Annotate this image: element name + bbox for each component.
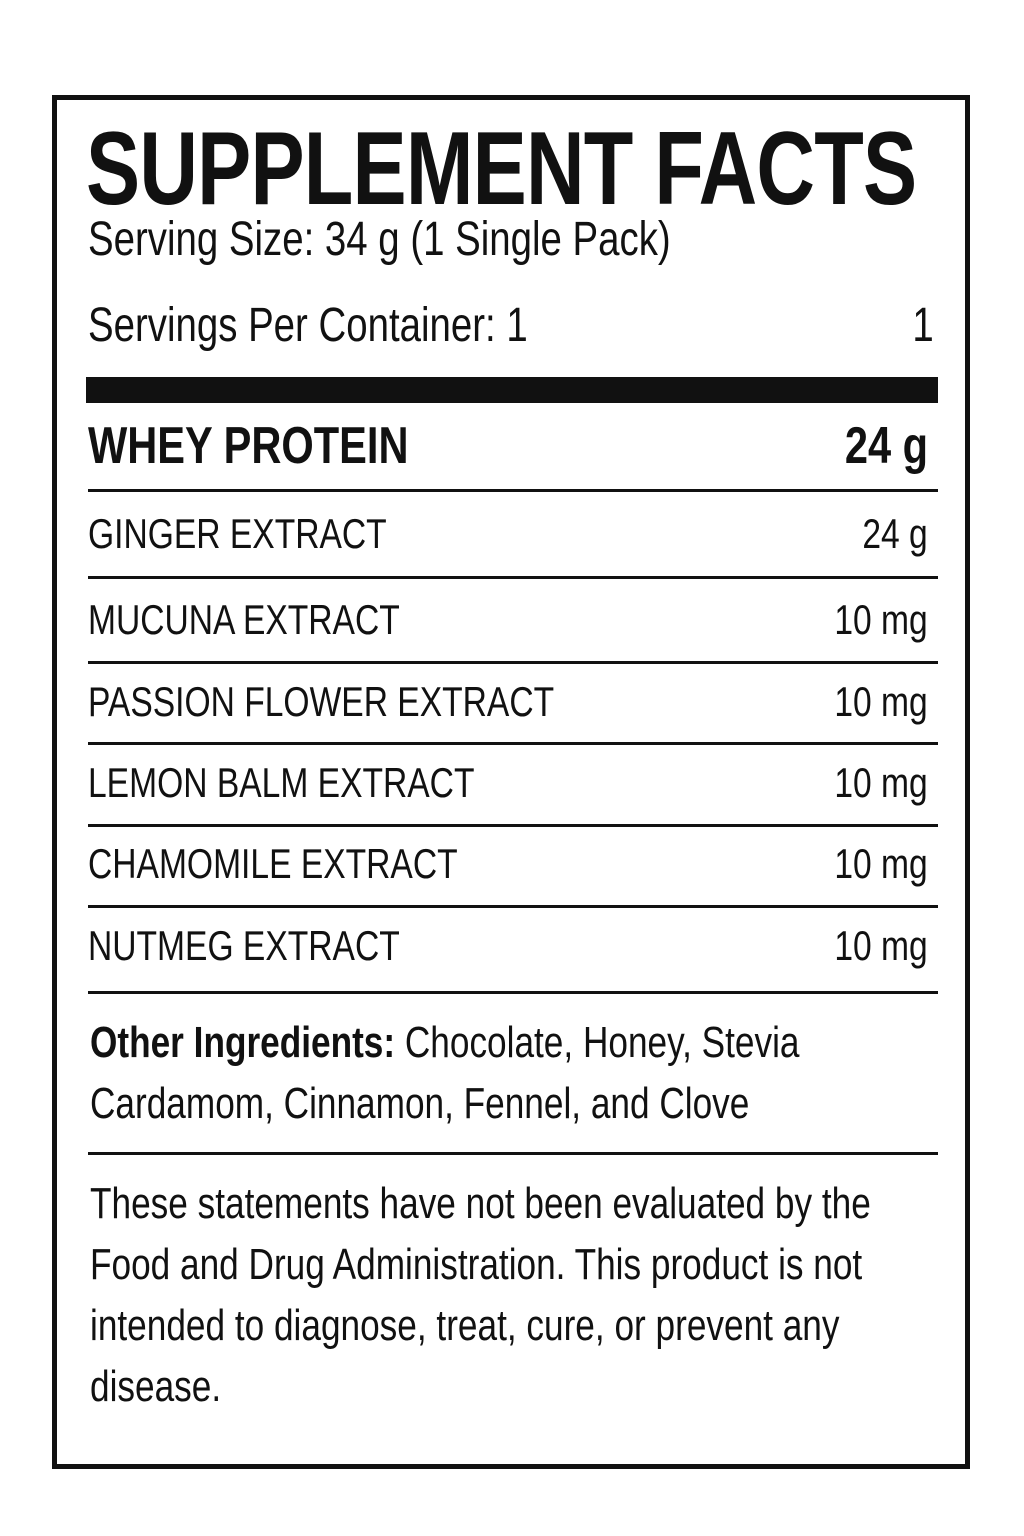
ingredient-name: WHEY PROTEIN [88, 417, 409, 475]
row-divider [88, 824, 938, 827]
ingredient-amount: 10 mg [834, 840, 928, 887]
row-divider [88, 905, 938, 908]
row-divider [88, 576, 938, 579]
ingredient-name: PASSION FLOWER EXTRACT [88, 678, 555, 725]
label-title: SUPPLEMENT FACTS [86, 111, 917, 227]
ingredient-name: CHAMOMILE EXTRACT [88, 840, 458, 887]
ingredient-amount: 10 mg [834, 596, 928, 643]
row-divider [88, 661, 938, 664]
other-ingredients: Other Ingredients: Chocolate, Honey, Ste… [90, 1012, 962, 1134]
row-divider [88, 991, 938, 994]
ingredient-name: NUTMEG EXTRACT [88, 922, 400, 969]
ingredient-amount: 24 g [862, 510, 928, 557]
other-ingredients-label: Other Ingredients: [90, 1018, 396, 1067]
servings-per-container-value: 1 [912, 299, 934, 352]
row-divider [88, 1152, 938, 1155]
fda-disclaimer: These statements have not been evaluated… [90, 1179, 871, 1411]
ingredient-amount: 24 g [844, 417, 928, 475]
ingredient-amount: 10 mg [834, 759, 928, 806]
ingredient-name: GINGER EXTRACT [88, 510, 387, 557]
ingredient-amount: 10 mg [834, 678, 928, 725]
row-divider [88, 489, 938, 492]
row-divider [88, 742, 938, 745]
other-ingredients-text: Chocolate, Honey, Stevia Cardamom, Cinna… [90, 1018, 800, 1128]
ingredient-name: LEMON BALM EXTRACT [88, 759, 475, 806]
serving-size: Serving Size: 34 g (1 Single Pack) [88, 213, 671, 266]
thick-divider [86, 377, 938, 403]
ingredient-amount: 10 mg [834, 922, 928, 969]
label-border [52, 95, 970, 1469]
ingredient-name: MUCUNA EXTRACT [88, 596, 400, 643]
servings-per-container: Servings Per Container: 1 [88, 299, 528, 352]
